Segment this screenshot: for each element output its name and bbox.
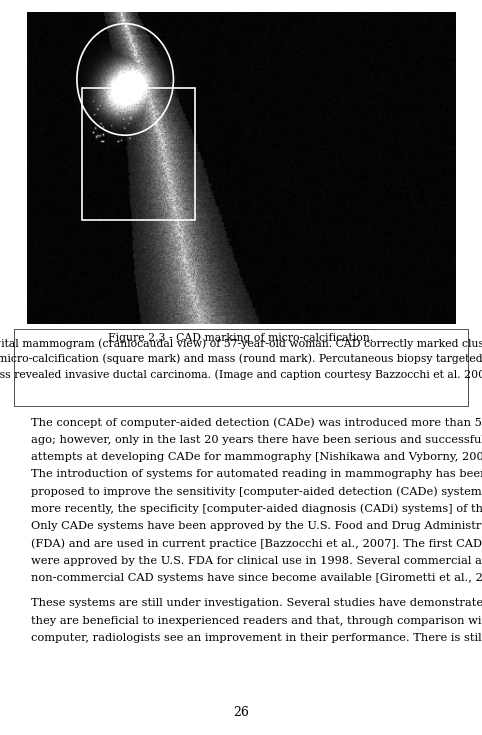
Text: proposed to improve the sensitivity [computer-aided detection (CADe) systems] an: proposed to improve the sensitivity [com… xyxy=(31,487,482,497)
Text: The concept of computer-aided detection (CADe) was introduced more than 50 years: The concept of computer-aided detection … xyxy=(31,417,482,428)
Text: Only CADe systems have been approved by the U.S. Food and Drug Administration: Only CADe systems have been approved by … xyxy=(31,521,482,531)
Bar xyxy=(82,88,195,220)
Text: Figure 2.3 - CAD marking of micro-calcification.: Figure 2.3 - CAD marking of micro-calcif… xyxy=(108,333,374,343)
Text: Digital mammogram (cranlocaudal view) of 57-year-old woman. CAD correctly marked: Digital mammogram (cranlocaudal view) of… xyxy=(0,338,482,348)
Text: of micro-calcification (square mark) and mass (round mark). Percutaneous biopsy : of micro-calcification (square mark) and… xyxy=(0,354,482,365)
Text: attempts at developing CADe for mammography [Nishikawa and Vyborny, 2007].: attempts at developing CADe for mammogra… xyxy=(31,452,482,462)
Text: 26: 26 xyxy=(233,706,249,719)
Text: ago; however, only in the last 20 years there have been serious and successful: ago; however, only in the last 20 years … xyxy=(31,435,482,445)
Text: were approved by the U.S. FDA for clinical use in 1998. Several commercial and: were approved by the U.S. FDA for clinic… xyxy=(31,556,482,566)
Text: they are beneficial to inexperienced readers and that, through comparison with t: they are beneficial to inexperienced rea… xyxy=(31,616,482,625)
Bar xyxy=(14,329,468,406)
Text: non-commercial CAD systems have since become available [Girometti et al., 2010].: non-commercial CAD systems have since be… xyxy=(31,573,482,583)
Text: (FDA) and are used in current practice [Bazzocchi et al., 2007]. The first CAD t: (FDA) and are used in current practice [… xyxy=(31,538,482,549)
Text: These systems are still under investigation. Several studies have demonstrated t: These systems are still under investigat… xyxy=(31,598,482,609)
Text: The introduction of systems for automated reading in mammography has been: The introduction of systems for automate… xyxy=(31,470,482,479)
Text: mass revealed invasive ductal carcinoma. (Image and caption courtesy Bazzocchi e: mass revealed invasive ductal carcinoma.… xyxy=(0,370,482,380)
Text: more recently, the specificity [computer-aided diagnosis (CADi) systems] of the : more recently, the specificity [computer… xyxy=(31,504,482,514)
Text: computer, radiologists see an improvement in their performance. There is still: computer, radiologists see an improvemen… xyxy=(31,633,482,643)
